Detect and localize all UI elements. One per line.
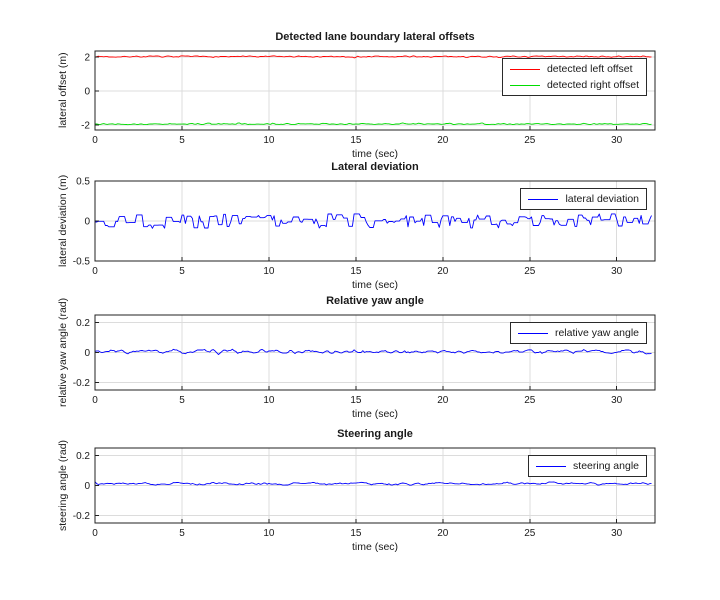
y-tick-label: -2 (81, 120, 90, 131)
legend: steering angle (528, 455, 647, 477)
legend-line-sample (517, 332, 548, 334)
y-tick-label: 0 (84, 86, 90, 97)
legend-line-sample (509, 84, 540, 86)
x-tick-label: 15 (350, 528, 362, 539)
y-tick-label: -0.2 (73, 378, 91, 389)
chart-title: Relative yaw angle (326, 295, 424, 307)
legend-line-sample (509, 68, 540, 70)
chart-title: Steering angle (337, 428, 413, 440)
x-axis-label: time (sec) (351, 541, 399, 553)
x-tick-label: 10 (263, 135, 275, 146)
x-tick-label: 25 (524, 528, 536, 539)
chart-title: Detected lane boundary lateral offsets (275, 31, 475, 43)
x-tick-label: 15 (350, 135, 362, 146)
legend-item: relative yaw angle (517, 325, 639, 341)
x-tick-label: 5 (179, 266, 185, 277)
x-tick-label: 25 (524, 135, 536, 146)
legend-label: lateral deviation (565, 193, 639, 205)
x-tick-label: 0 (92, 135, 98, 146)
x-tick-label: 20 (437, 528, 449, 539)
legend-label: detected right offset (546, 79, 639, 91)
x-axis-label: time (sec) (351, 408, 399, 420)
y-tick-label: 0 (84, 348, 90, 359)
legend-label: steering angle (573, 460, 639, 472)
x-tick-label: 20 (437, 395, 449, 406)
x-tick-label: 5 (179, 528, 185, 539)
x-tick-label: 0 (92, 528, 98, 539)
x-tick-label: 20 (437, 135, 449, 146)
x-tick-label: 10 (263, 266, 275, 277)
legend: lateral deviation (520, 188, 647, 210)
legend-item: detected right offset (509, 77, 639, 93)
x-tick-label: 10 (263, 395, 275, 406)
legend-item: steering angle (536, 458, 639, 474)
chart-title: Lateral deviation (331, 161, 419, 173)
legend-line-sample (536, 465, 567, 467)
y-tick-label: 0.5 (76, 177, 90, 188)
y-tick-label: 0 (84, 481, 90, 492)
x-tick-label: 5 (179, 135, 185, 146)
legend-label: relative yaw angle (554, 327, 639, 339)
x-tick-label: 25 (524, 266, 536, 277)
legend-item: lateral deviation (528, 191, 639, 207)
x-tick-label: 0 (92, 395, 98, 406)
x-tick-label: 30 (611, 395, 623, 406)
x-tick-label: 20 (437, 266, 449, 277)
y-tick-label: 0.2 (76, 318, 90, 329)
x-tick-label: 5 (179, 395, 185, 406)
y-tick-label: 2 (84, 52, 90, 63)
legend-label: detected left offset (546, 63, 633, 75)
x-axis-label: time (sec) (351, 148, 399, 160)
x-tick-label: 10 (263, 528, 275, 539)
plot-area-lateral-deviation: 0 5 10 15 20 25 30-0.500.5 (73, 177, 656, 277)
x-axis-label: time (sec) (351, 279, 399, 291)
x-tick-label: 30 (611, 266, 623, 277)
x-tick-label: 0 (92, 266, 98, 277)
y-tick-label: -0.2 (73, 511, 91, 522)
legend-item: detected left offset (509, 61, 639, 77)
x-tick-label: 30 (611, 528, 623, 539)
x-tick-label: 30 (611, 135, 623, 146)
legend-line-sample (528, 198, 559, 200)
x-tick-label: 15 (350, 266, 362, 277)
plot-area-lane-offsets: 0 5 10 15 20 25 30-202 (81, 50, 656, 146)
y-tick-label: 0.2 (76, 451, 90, 462)
x-tick-label: 15 (350, 395, 362, 406)
legend: detected left offset detected right offs… (501, 58, 647, 96)
legend: relative yaw angle (509, 322, 647, 344)
y-tick-label: -0.5 (73, 257, 91, 268)
y-tick-label: 0 (84, 217, 90, 228)
plot-area-steering-angle: 0 5 10 15 20 25 30-0.200.2 (73, 447, 656, 539)
x-tick-label: 25 (524, 395, 536, 406)
